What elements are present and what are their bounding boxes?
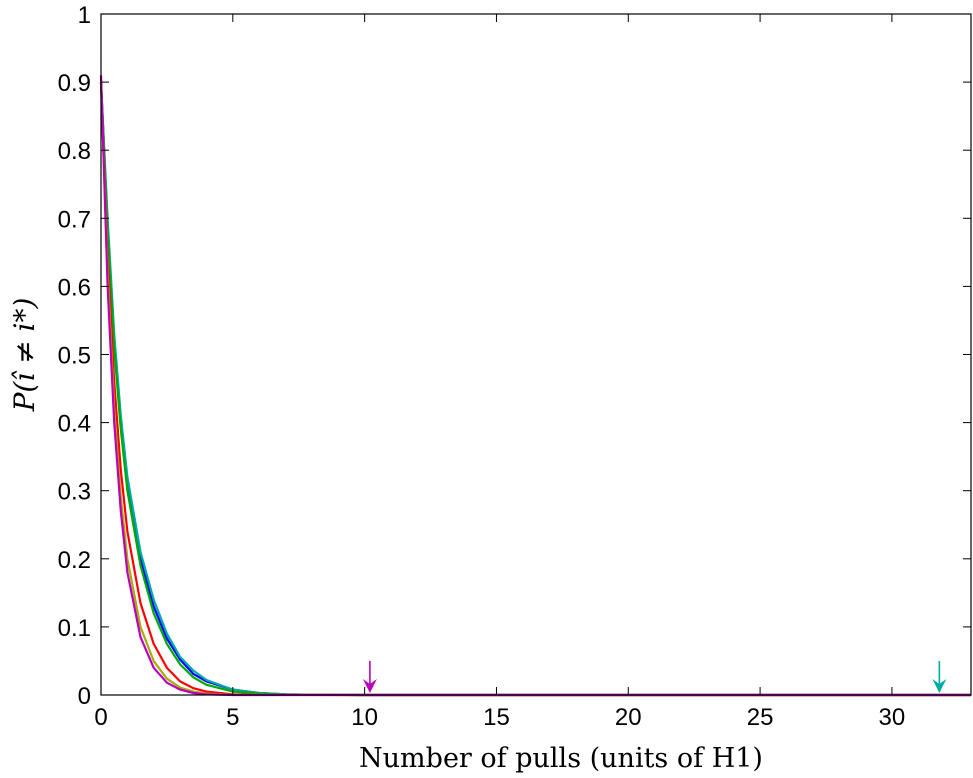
y-tick-label: 0.3: [58, 479, 91, 506]
plot-frame: [100, 13, 972, 696]
y-tick-label: 0.4: [58, 411, 91, 438]
x-axis-ticks: 0 5 10 15 20 25 30: [94, 14, 905, 731]
y-tick-label: 0.6: [58, 274, 91, 301]
y-tick-label: 0.9: [58, 70, 91, 97]
arrow-layer: [362, 661, 947, 693]
series-line-1: [99, 82, 971, 697]
y-tick-label: 0: [78, 683, 91, 710]
series-line-3: [99, 82, 971, 697]
x-tick-label: 25: [747, 704, 774, 731]
series-line-4: [99, 82, 971, 697]
x-tick-label: 20: [615, 704, 642, 731]
y-tick-label: 0.7: [58, 206, 91, 233]
y-tick-label: 0.5: [58, 343, 91, 370]
series-line-5: [99, 82, 971, 697]
y-axis-label: P(î ≠ i*): [8, 298, 41, 413]
y-tick-label: 0.1: [58, 615, 91, 642]
x-tick-label: 5: [226, 704, 239, 731]
x-tick-label: 15: [483, 704, 510, 731]
x-tick-label: 10: [351, 704, 378, 731]
y-tick-label: 1: [78, 2, 91, 29]
y-tick-label: 0.8: [58, 138, 91, 165]
y-tick-label: 0.2: [58, 547, 91, 574]
series-layer: [99, 75, 971, 697]
y-axis-ticks: 0 0.1 0.2 0.3 0.4 0.5 0.6 0.7 0.8 0.9 1: [58, 2, 971, 710]
marker-arrow-1: [362, 661, 377, 693]
series-line-6: [99, 75, 971, 697]
x-axis-label: Number of pulls (units of H1): [359, 743, 763, 774]
marker-arrow-2: [932, 661, 947, 693]
x-tick-label: 30: [879, 704, 906, 731]
x-tick-label: 0: [94, 704, 107, 731]
series-line-2: [99, 82, 971, 697]
